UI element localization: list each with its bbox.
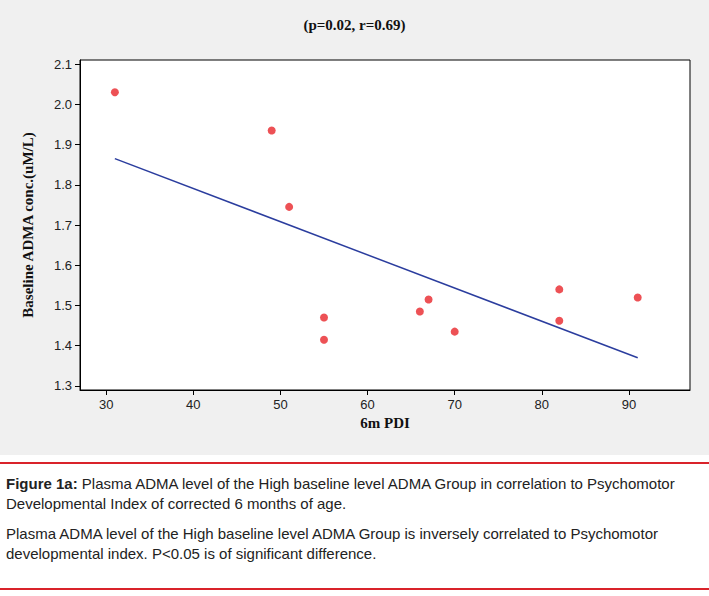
svg-text:30: 30 — [99, 397, 113, 412]
svg-text:1.9: 1.9 — [54, 137, 72, 152]
svg-text:6m PDI: 6m PDI — [360, 415, 410, 431]
svg-text:1.4: 1.4 — [54, 338, 72, 353]
svg-text:(p=0.02, r=0.69): (p=0.02, r=0.69) — [303, 17, 405, 34]
svg-text:1.8: 1.8 — [54, 177, 72, 192]
svg-text:50: 50 — [273, 397, 287, 412]
svg-text:2.0: 2.0 — [54, 97, 72, 112]
svg-text:1.6: 1.6 — [54, 258, 72, 273]
svg-text:1.5: 1.5 — [54, 298, 72, 313]
svg-text:60: 60 — [360, 397, 374, 412]
html-text:Figure 1a: Plasma ADMA level o: Figure 1a: Plasma ADMA level of the High… — [6, 475, 675, 512]
svg-text:1.3: 1.3 — [54, 378, 72, 393]
svg-text:Baseline ADMA conc.(uM/L): Baseline ADMA conc.(uM/L) — [20, 132, 37, 317]
svg-text:1.7: 1.7 — [54, 218, 72, 233]
svg-text:40: 40 — [186, 397, 200, 412]
html-text:Plasma ADMA level of the High: Plasma ADMA level of the High baseline l… — [6, 525, 658, 562]
svg-text:70: 70 — [447, 397, 461, 412]
svg-text:90: 90 — [622, 397, 636, 412]
svg-text:80: 80 — [535, 397, 549, 412]
svg-text:2.1: 2.1 — [54, 57, 72, 72]
